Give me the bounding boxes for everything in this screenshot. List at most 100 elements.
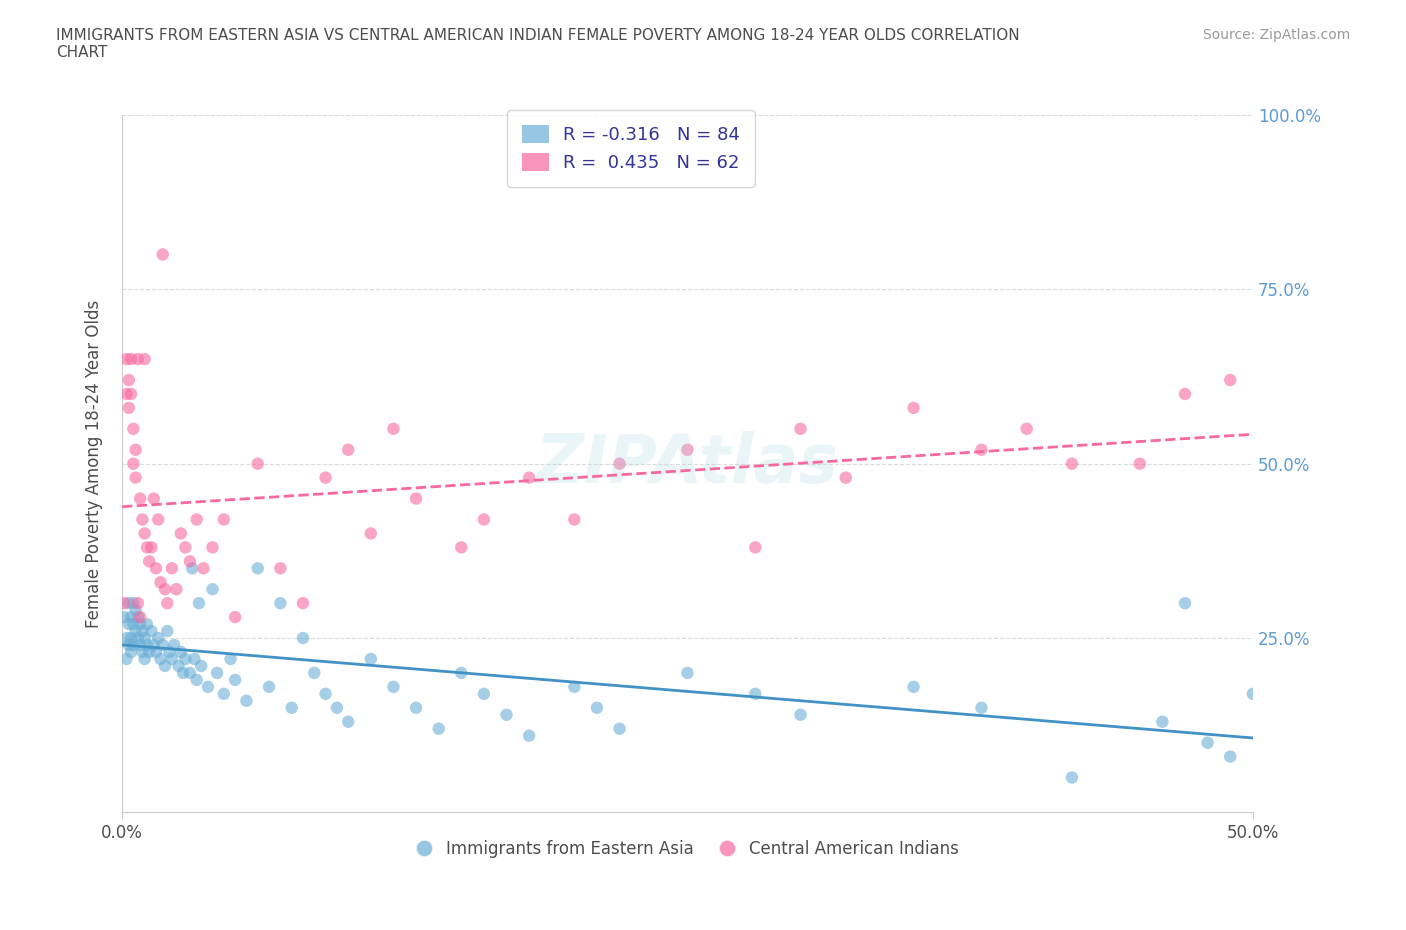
Point (186, 512, 208, 527)
Point (134, 526, 156, 541)
Point (1152, 714, 1174, 729)
Point (789, 708, 811, 723)
Point (172, 666, 194, 681)
Point (181, 561, 204, 576)
Point (212, 686, 235, 701)
Point (1060, 770, 1083, 785)
Point (136, 540, 159, 555)
Point (160, 652, 183, 667)
Point (744, 540, 766, 555)
Point (127, 631, 149, 645)
Point (564, 512, 586, 527)
Point (586, 700, 609, 715)
Point (190, 658, 212, 673)
Point (167, 658, 190, 673)
Point (269, 561, 291, 576)
Point (744, 686, 766, 701)
Text: IMMIGRANTS FROM EASTERN ASIA VS CENTRAL AMERICAN INDIAN FEMALE POVERTY AMONG 18-: IMMIGRANTS FROM EASTERN ASIA VS CENTRAL … (56, 28, 1019, 60)
Point (1219, 373, 1241, 388)
Point (970, 700, 993, 715)
Point (118, 596, 141, 611)
Point (970, 443, 993, 458)
Point (280, 700, 302, 715)
Point (183, 652, 205, 667)
Point (187, 596, 209, 611)
Point (127, 596, 149, 611)
Point (224, 672, 246, 687)
Point (609, 722, 631, 737)
Y-axis label: Female Poverty Among 18-24 Year Olds: Female Poverty Among 18-24 Year Olds (86, 299, 103, 628)
Point (149, 652, 172, 667)
Point (304, 666, 326, 681)
Point (1174, 387, 1197, 402)
Point (153, 582, 176, 597)
Point (142, 491, 165, 506)
Point (517, 471, 540, 485)
Point (903, 680, 925, 695)
Point (127, 352, 149, 366)
Point (427, 722, 450, 737)
Point (291, 631, 314, 645)
Point (170, 644, 193, 659)
Point (165, 582, 187, 597)
Point (257, 680, 280, 695)
Point (112, 596, 135, 611)
Point (115, 387, 138, 402)
Point (676, 666, 699, 681)
Point (246, 457, 269, 472)
Point (138, 644, 160, 659)
Point (609, 457, 631, 472)
Point (115, 631, 138, 645)
Point (131, 512, 153, 527)
Point (315, 471, 337, 485)
Point (903, 401, 925, 416)
Point (450, 666, 472, 681)
Point (156, 596, 179, 611)
Point (360, 526, 382, 541)
Point (835, 471, 858, 485)
Point (1197, 736, 1219, 751)
Point (118, 401, 141, 416)
Point (120, 631, 142, 645)
Point (120, 610, 142, 625)
Point (197, 680, 219, 695)
Point (382, 680, 405, 695)
Point (149, 575, 172, 590)
Point (170, 526, 193, 541)
Point (789, 421, 811, 436)
Point (1129, 457, 1152, 472)
Point (122, 421, 145, 436)
Point (122, 596, 145, 611)
Point (337, 714, 360, 729)
Point (152, 638, 174, 653)
Point (382, 421, 405, 436)
Point (1241, 686, 1264, 701)
Point (148, 631, 170, 645)
Point (124, 624, 146, 639)
Point (676, 443, 699, 458)
Point (131, 624, 153, 639)
Point (115, 652, 138, 667)
Point (134, 352, 156, 366)
Point (118, 617, 141, 631)
Point (159, 644, 181, 659)
Point (235, 694, 257, 709)
Point (156, 624, 179, 639)
Point (120, 387, 142, 402)
Point (201, 540, 224, 555)
Point (112, 610, 135, 625)
Point (450, 540, 472, 555)
Point (517, 728, 540, 743)
Point (152, 247, 174, 262)
Point (246, 561, 269, 576)
Point (269, 596, 291, 611)
Point (315, 686, 337, 701)
Point (138, 554, 160, 569)
Point (201, 582, 224, 597)
Point (129, 610, 152, 625)
Point (174, 652, 197, 667)
Point (224, 610, 246, 625)
Point (163, 638, 186, 653)
Point (118, 638, 141, 653)
Point (122, 617, 145, 631)
